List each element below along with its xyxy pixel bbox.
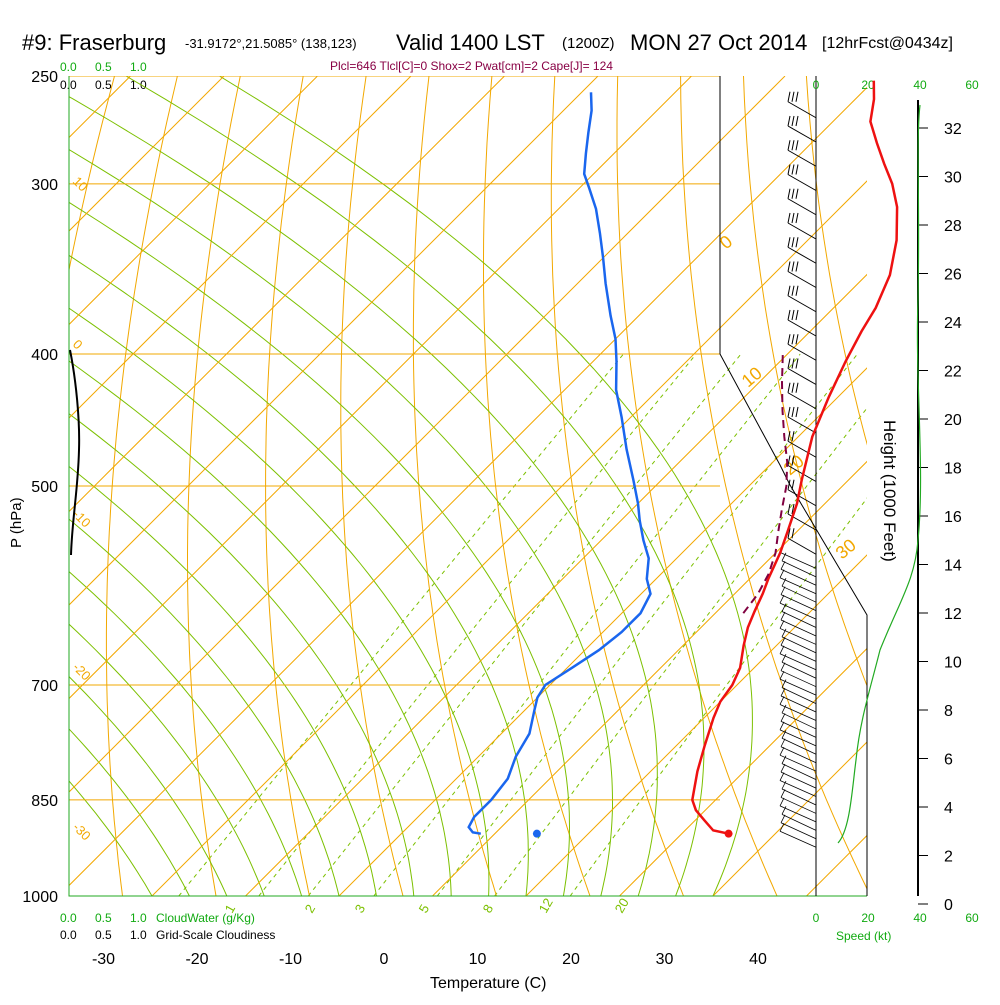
forecast-date: MON 27 Oct 2014	[630, 30, 807, 55]
height-tick-label: 24	[944, 315, 962, 332]
temperature-tick-label: 0	[380, 951, 389, 968]
temperature-tick-label: 30	[656, 951, 674, 968]
pressure-tick-label: 850	[31, 793, 58, 810]
cloudiness-scale-bottom-0: 0.0	[60, 928, 77, 942]
height-tick-label: 18	[944, 461, 962, 478]
pressure-tick-label: 300	[31, 177, 58, 194]
station-coords: -31.9172°,21.5085° (138,123)	[185, 36, 357, 51]
cloudiness-scale-bottom-1: 1.0	[130, 928, 147, 942]
temperature-tick-label: 20	[562, 951, 580, 968]
speed-axis-label: Speed (kt)	[836, 929, 891, 943]
cloudwater-scale-bottom-05: 0.5	[95, 911, 112, 925]
y-axis-label: P (hPa)	[8, 497, 25, 548]
cloudiness-scale-bottom-05: 0.5	[95, 928, 112, 942]
height-axis-label: Height (1000 Feet)	[880, 420, 899, 562]
height-tick-label: 20	[944, 412, 962, 429]
temperature-surface-point	[725, 830, 733, 838]
cloudwater-scale-0: 0.0	[60, 60, 77, 74]
cloudwater-label: CloudWater (g/Kg)	[156, 911, 255, 925]
pressure-tick-label: 1000	[22, 889, 58, 906]
height-tick-label: 22	[944, 364, 962, 381]
cloudwater-scale-bottom-1: 1.0	[130, 911, 147, 925]
height-tick-label: 4	[944, 800, 953, 817]
height-tick-label: 12	[944, 606, 962, 623]
forecast-info: [12hrFcst@0434z]	[822, 35, 953, 52]
valid-time: Valid 1400 LST	[396, 30, 545, 55]
height-tick-label: 32	[944, 121, 962, 138]
height-tick-label: 28	[944, 218, 962, 235]
temperature-tick-label: 10	[469, 951, 487, 968]
height-tick-label: 2	[944, 849, 953, 866]
cloudwater-scale-1: 1.0	[130, 60, 147, 74]
cloudiness-scale-05: 0.5	[95, 78, 112, 92]
height-tick-label: 0	[944, 897, 953, 914]
temperature-tick-label: -30	[92, 951, 115, 968]
speed-tick-label-bottom: 20	[861, 911, 875, 925]
cloudwater-scale-05: 0.5	[95, 60, 112, 74]
height-tick-label: 16	[944, 509, 962, 526]
height-tick-label: 8	[944, 703, 953, 720]
station-title: #9: Fraserburg	[22, 30, 166, 55]
height-tick-label: 6	[944, 752, 953, 769]
pressure-tick-label: 700	[31, 678, 58, 695]
speed-tick-label-bottom: 40	[913, 911, 927, 925]
temperature-tick-label: -10	[279, 951, 302, 968]
pressure-tick-label: 500	[31, 479, 58, 496]
zulu-time: (1200Z)	[562, 35, 615, 52]
pressure-tick-label: 250	[31, 69, 58, 86]
dewpoint-surface-point	[533, 830, 541, 838]
speed-tick-label-top: 40	[913, 78, 927, 92]
stability-indices: Plcl=646 Tlcl[C]=0 Shox=2 Pwat[cm]=2 Cap…	[330, 59, 613, 73]
x-axis-label: Temperature (C)	[430, 975, 546, 992]
height-tick-label: 10	[944, 655, 962, 672]
height-tick-label: 26	[944, 267, 962, 284]
temperature-tick-label: -20	[185, 951, 208, 968]
speed-tick-label-top: 0	[813, 78, 820, 92]
height-tick-label: 30	[944, 170, 962, 187]
cloudwater-scale-bottom-0: 0.0	[60, 911, 77, 925]
speed-tick-label-bottom: 0	[813, 911, 820, 925]
speed-tick-label-top: 60	[965, 78, 979, 92]
pressure-tick-label: 400	[31, 347, 58, 364]
height-tick-label: 14	[944, 558, 962, 575]
temperature-tick-label: 40	[749, 951, 767, 968]
cloudiness-label: Grid-Scale Cloudiness	[156, 928, 275, 942]
speed-tick-label-bottom: 60	[965, 911, 979, 925]
